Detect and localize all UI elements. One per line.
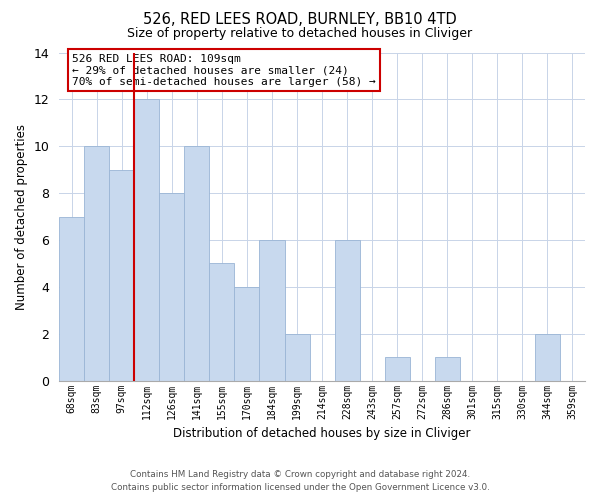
Bar <box>184 146 209 380</box>
Bar <box>535 334 560 380</box>
X-axis label: Distribution of detached houses by size in Cliviger: Distribution of detached houses by size … <box>173 427 471 440</box>
Bar <box>109 170 134 380</box>
Bar <box>134 100 160 380</box>
Bar <box>259 240 284 380</box>
Bar <box>160 193 184 380</box>
Bar <box>59 216 84 380</box>
Text: Contains HM Land Registry data © Crown copyright and database right 2024.
Contai: Contains HM Land Registry data © Crown c… <box>110 470 490 492</box>
Text: 526, RED LEES ROAD, BURNLEY, BB10 4TD: 526, RED LEES ROAD, BURNLEY, BB10 4TD <box>143 12 457 28</box>
Bar <box>435 357 460 380</box>
Bar <box>385 357 410 380</box>
Y-axis label: Number of detached properties: Number of detached properties <box>15 124 28 310</box>
Text: 526 RED LEES ROAD: 109sqm
← 29% of detached houses are smaller (24)
70% of semi-: 526 RED LEES ROAD: 109sqm ← 29% of detac… <box>72 54 376 87</box>
Bar <box>284 334 310 380</box>
Bar <box>235 287 259 380</box>
Bar <box>335 240 359 380</box>
Text: Size of property relative to detached houses in Cliviger: Size of property relative to detached ho… <box>127 28 473 40</box>
Bar <box>84 146 109 380</box>
Bar <box>209 264 235 380</box>
